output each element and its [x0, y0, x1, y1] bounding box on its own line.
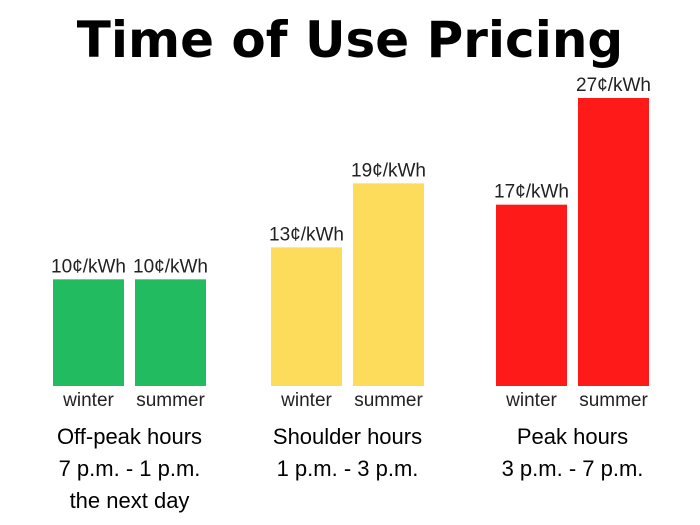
time-range-label: 3 p.m. - 7 p.m.: [502, 456, 644, 481]
time-range-label: 1 p.m. - 3 p.m.: [277, 456, 419, 481]
data-label: 27¢/kWh: [576, 75, 651, 96]
data-label: 10¢/kWh: [133, 256, 208, 277]
data-label: 17¢/kWh: [494, 182, 569, 203]
tick-label: summer: [579, 390, 648, 411]
tick-label: winter: [62, 390, 114, 411]
time-range-label: 7 p.m. - 1 p.m.: [59, 456, 201, 481]
bar: [53, 279, 124, 386]
category-label: Off-peak hours: [57, 424, 202, 449]
tick-label: winter: [505, 390, 557, 411]
bar-group: 17¢/kWh winter 27¢/kWh summer Peak hours 3 p.…: [494, 75, 651, 481]
tick-label: summer: [354, 390, 423, 411]
time-range-label: the next day: [70, 488, 190, 513]
data-label: 13¢/kWh: [269, 224, 344, 245]
bar: [496, 204, 567, 386]
bar: [353, 183, 424, 386]
data-label: 19¢/kWh: [351, 160, 426, 181]
category-label: Peak hours: [517, 424, 628, 449]
bar-group: 10¢/kWh winter 10¢/kWh summer Off-peak hours…: [51, 256, 208, 513]
bar-group: 13¢/kWh winter 19¢/kWh summer Shoulder hours…: [269, 160, 426, 481]
tick-label: winter: [280, 390, 332, 411]
data-label: 10¢/kWh: [51, 256, 126, 277]
tick-label: summer: [136, 390, 205, 411]
chart-title: Time of Use Pricing: [77, 11, 623, 69]
bar: [135, 279, 206, 386]
bar: [578, 98, 649, 386]
bar: [271, 247, 342, 386]
category-label: Shoulder hours: [273, 424, 422, 449]
plot-area: 10¢/kWh winter 10¢/kWh summer Off-peak hours…: [51, 75, 651, 513]
